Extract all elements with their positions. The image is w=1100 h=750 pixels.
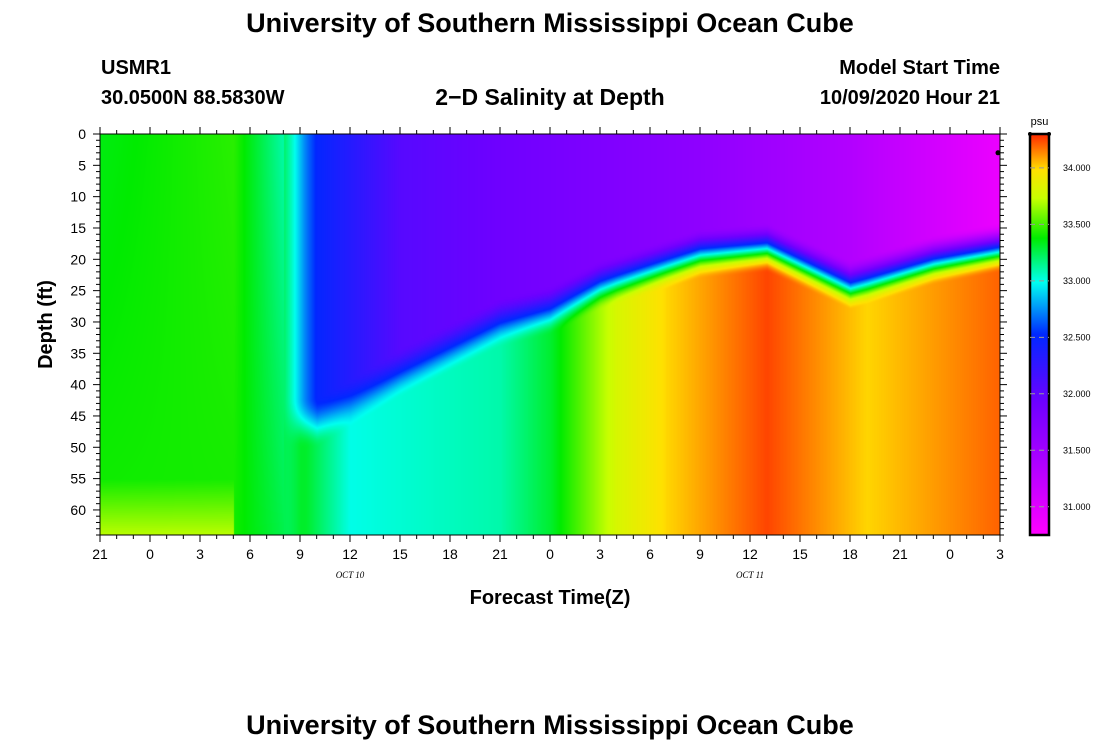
station-marker-dot bbox=[995, 150, 1001, 156]
x-axis-ticks: 21 0 3 6 9 12 15 18 21 0 3 6 9 12 15 18 21 0 3 OCT 10 OCT 11 bbox=[92, 127, 1004, 580]
colorbar-tick-label: 32.500 bbox=[1063, 332, 1091, 342]
bottom-title: University of Southern Mississippi Ocean… bbox=[246, 710, 854, 740]
y-tick-label: 20 bbox=[70, 251, 86, 267]
x-tick-label: 18 bbox=[442, 546, 458, 562]
colorbar-tick-label: 34.000 bbox=[1063, 163, 1091, 173]
date-label: OCT 11 bbox=[736, 570, 764, 580]
colorbar-corner-dot bbox=[1047, 132, 1051, 136]
x-tick-label: 0 bbox=[946, 546, 954, 562]
colorbar-tick-label: 33.000 bbox=[1063, 276, 1091, 286]
x-tick-label: 6 bbox=[246, 546, 254, 562]
x-tick-label: 21 bbox=[892, 546, 908, 562]
colorbar-tick-label: 32.000 bbox=[1063, 389, 1091, 399]
x-tick-label: 18 bbox=[842, 546, 858, 562]
chart-title: 2−D Salinity at Depth bbox=[435, 84, 665, 110]
x-tick-label: 6 bbox=[646, 546, 654, 562]
salinity-heatmap bbox=[100, 134, 1000, 535]
x-tick-label: 15 bbox=[792, 546, 808, 562]
colorbar-tick-label: 33.500 bbox=[1063, 219, 1091, 229]
x-tick-label: 9 bbox=[696, 546, 704, 562]
x-tick-label: 0 bbox=[146, 546, 154, 562]
station-coordinates: 30.0500N 88.5830W bbox=[101, 87, 285, 109]
model-start-label: Model Start Time bbox=[839, 57, 1000, 79]
y-tick-label: 0 bbox=[78, 126, 86, 142]
x-tick-label: 21 bbox=[92, 546, 108, 562]
y-tick-label: 60 bbox=[70, 502, 86, 518]
model-start-value: 10/09/2020 Hour 21 bbox=[819, 87, 1000, 109]
x-tick-label: 12 bbox=[342, 546, 358, 562]
y-tick-label: 30 bbox=[70, 314, 86, 330]
y-tick-label: 35 bbox=[70, 345, 86, 361]
y-tick-label: 5 bbox=[78, 157, 86, 173]
y-tick-label: 45 bbox=[70, 408, 86, 424]
y-tick-label: 25 bbox=[70, 283, 86, 299]
colorbar-unit: psu bbox=[1031, 116, 1049, 128]
date-label: OCT 10 bbox=[336, 570, 365, 580]
x-tick-label: 9 bbox=[296, 546, 304, 562]
y-tick-label: 55 bbox=[70, 471, 86, 487]
x-tick-label: 3 bbox=[996, 546, 1004, 562]
colorbar-bar bbox=[1028, 132, 1051, 537]
colorbar-tick-label: 31.500 bbox=[1063, 445, 1091, 455]
colorbar-corner-dot bbox=[1028, 132, 1032, 136]
y-tick-label: 15 bbox=[70, 220, 86, 236]
y-tick-label: 40 bbox=[70, 377, 86, 393]
y-tick-label: 50 bbox=[70, 439, 86, 455]
station-id: USMR1 bbox=[101, 57, 172, 79]
colorbar: 31.000 31.500 32.000 32.500 33.000 33.500 34.0… bbox=[1028, 116, 1091, 537]
x-tick-label: 15 bbox=[392, 546, 408, 562]
y-axis-title: Depth (ft) bbox=[35, 280, 57, 369]
x-axis-title: Forecast Time(Z) bbox=[470, 587, 631, 609]
colorbar-tick-label: 31.000 bbox=[1063, 502, 1091, 512]
x-tick-label: 0 bbox=[546, 546, 554, 562]
y-axis-ticks: 0 5 10 15 20 25 30 35 40 45 50 55 60 bbox=[70, 126, 1007, 536]
x-tick-label: 3 bbox=[596, 546, 604, 562]
x-tick-label: 12 bbox=[742, 546, 758, 562]
top-title: University of Southern Mississippi Ocean… bbox=[246, 8, 854, 38]
x-tick-label: 3 bbox=[196, 546, 204, 562]
y-tick-label: 10 bbox=[70, 189, 86, 205]
x-tick-label: 21 bbox=[492, 546, 508, 562]
